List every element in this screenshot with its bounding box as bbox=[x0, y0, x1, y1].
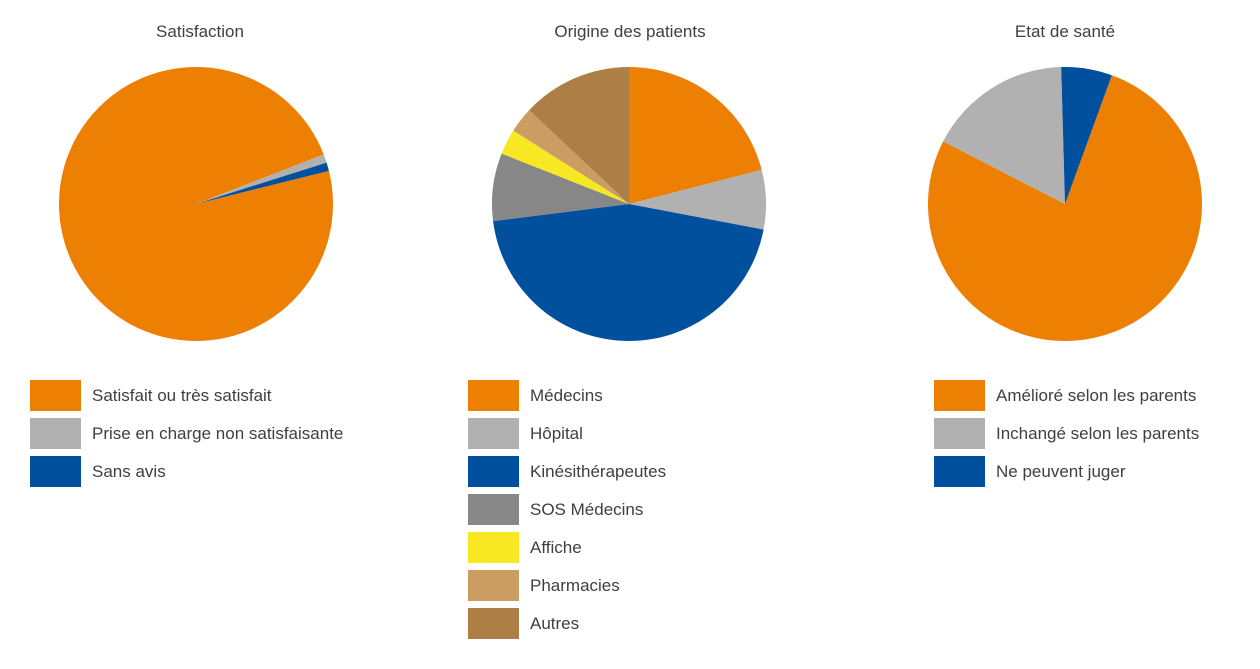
legend-swatch bbox=[30, 418, 81, 449]
legend-label: Satisfait ou très satisfait bbox=[92, 385, 272, 405]
legend-label: Pharmacies bbox=[530, 575, 620, 595]
chart-title: Satisfaction bbox=[156, 22, 244, 41]
legend-item: Ne peuvent juger bbox=[934, 456, 1199, 487]
legend-item: Amélioré selon les parents bbox=[934, 380, 1199, 411]
pie-slice-pharmacies bbox=[513, 110, 629, 204]
legend-swatch bbox=[468, 380, 519, 411]
legend-swatch bbox=[468, 608, 519, 639]
legend-label: Inchangé selon les parents bbox=[996, 423, 1200, 443]
legend-label: Ne peuvent juger bbox=[996, 461, 1126, 481]
legend-item: Satisfait ou très satisfait bbox=[30, 380, 343, 411]
legend-item: Kinésithérapeutes bbox=[468, 456, 666, 487]
legend-etat-de-sante: Amélioré selon les parents Inchangé selo… bbox=[934, 380, 1199, 494]
legend-swatch bbox=[934, 418, 985, 449]
legend-label: Autres bbox=[530, 613, 580, 633]
pie-slice-sans-avis bbox=[196, 162, 329, 204]
legend-item: Médecins bbox=[468, 380, 666, 411]
pie-slice-medecins bbox=[629, 67, 762, 204]
legend-item: Sans avis bbox=[30, 456, 343, 487]
chart-etat-de-sante: Etat de santé Amélioré selon les parents… bbox=[920, 0, 1250, 669]
legend-swatch bbox=[934, 380, 985, 411]
pie-slice-hopital bbox=[629, 169, 766, 230]
legend-label: Affiche bbox=[530, 537, 582, 557]
pie-slice-ameliore-selon-les-parents bbox=[928, 75, 1203, 341]
pie-slice-satisfait-ou-tres-satisfait bbox=[58, 66, 333, 341]
pie-slice-ne-peuvent-juger bbox=[1061, 66, 1112, 204]
legend-item: Prise en charge non satisfaisante bbox=[30, 418, 343, 449]
legend-label: Hôpital bbox=[530, 423, 583, 443]
pie-slice-kinesitherapeutes bbox=[493, 204, 764, 341]
legend-swatch bbox=[30, 456, 81, 487]
chart-title: Etat de santé bbox=[1014, 22, 1116, 41]
legend-swatch bbox=[468, 418, 519, 449]
pie-slice-sos-medecins bbox=[491, 153, 629, 222]
legend-item: Pharmacies bbox=[468, 570, 666, 601]
legend-swatch bbox=[30, 380, 81, 411]
pie-slice-prise-en-charge-non-satisfaisante bbox=[196, 154, 327, 204]
pie-chart-satisfaction bbox=[58, 66, 333, 341]
pie-slice-affiche bbox=[501, 130, 629, 204]
legend-item: SOS Médecins bbox=[468, 494, 666, 525]
legend-item: Inchangé selon les parents bbox=[934, 418, 1199, 449]
legend-item: Autres bbox=[468, 608, 666, 639]
legend-label: Sans avis bbox=[92, 461, 166, 481]
pie-chart-etat-de-sante bbox=[928, 66, 1203, 341]
legend-swatch bbox=[468, 532, 519, 563]
pie-slice-autres bbox=[529, 67, 629, 204]
legend-label: SOS Médecins bbox=[530, 499, 644, 519]
legend-item: Affiche bbox=[468, 532, 666, 563]
legend-swatch bbox=[934, 456, 985, 487]
legend-item: Hôpital bbox=[468, 418, 666, 449]
legend-origine-des-patients: Médecins Hôpital Kinésithérapeutes SOS M… bbox=[468, 380, 666, 646]
legend-label: Médecins bbox=[530, 385, 603, 405]
legend-swatch bbox=[468, 570, 519, 601]
pie-slice-inchange-selon-les-parents bbox=[943, 67, 1065, 204]
legend-satisfaction: Satisfait ou très satisfait Prise en cha… bbox=[30, 380, 343, 494]
pie-chart-origine-des-patients bbox=[491, 67, 766, 341]
chart-title: Origine des patients bbox=[554, 22, 706, 41]
legend-label: Kinésithérapeutes bbox=[530, 461, 667, 481]
legend-swatch bbox=[468, 456, 519, 487]
legend-label: Prise en charge non satisfaisante bbox=[92, 423, 344, 443]
legend-label: Amélioré selon les parents bbox=[996, 385, 1197, 405]
legend-swatch bbox=[468, 494, 519, 525]
chart-satisfaction: Satisfaction Satisfait ou très satisfait… bbox=[18, 0, 418, 669]
chart-origine-des-patients: Origine des patients Médecins Hôpital Ki… bbox=[440, 0, 830, 669]
